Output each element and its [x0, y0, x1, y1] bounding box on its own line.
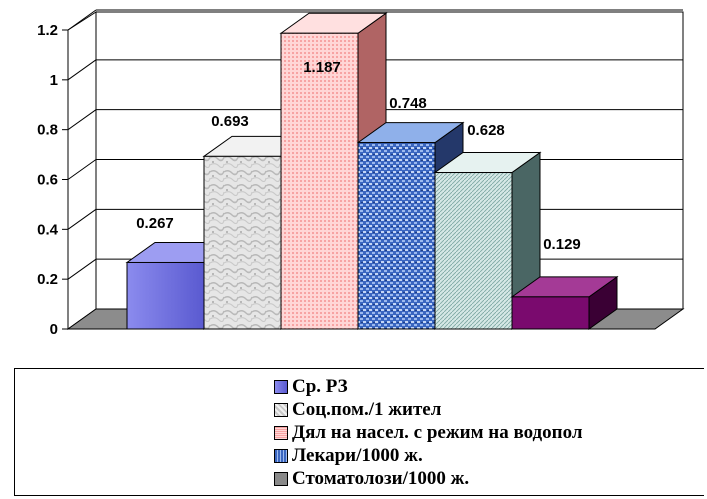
- gridline-left-wall: [67, 109, 97, 131]
- y-tick-label: 1.2: [37, 22, 58, 39]
- bar-front: [280, 32, 359, 330]
- y-tick-label: 1: [50, 72, 58, 89]
- legend-label: Ср. РЗ: [292, 376, 348, 397]
- legend-label: Лекари/1000 ж.: [292, 445, 423, 466]
- gridline-left-wall: [67, 9, 97, 31]
- data-label: 0.628: [467, 122, 505, 139]
- gridlines: [67, 9, 683, 280]
- data-label: 1.187: [303, 59, 341, 76]
- y-axis-ticks: 0 0.2 0.4 0.6 0.8 1 1.2: [37, 22, 68, 338]
- y-tick-label: 0.4: [37, 221, 59, 238]
- gridline-left-wall: [67, 159, 97, 180]
- data-label: 0.693: [211, 113, 249, 130]
- legend-swatch: [274, 379, 288, 394]
- legend-label: Дял на насел. с режим на водопол: [292, 422, 583, 443]
- bar: [510, 275, 619, 330]
- y-tick-label: 0.2: [37, 271, 58, 288]
- legend-item: Ср. РЗ: [274, 375, 583, 398]
- legend-swatch: [274, 448, 288, 463]
- bar-front: [434, 172, 513, 330]
- bar-front: [357, 142, 436, 330]
- gridline-left-wall: [67, 258, 97, 280]
- y-tick-label: 0: [50, 321, 58, 338]
- legend-item: Лекари/1000 ж.: [274, 444, 583, 467]
- y-tick-label: 0.6: [37, 172, 58, 189]
- bar-front: [126, 261, 205, 330]
- legend-item: Стоматолози/1000 ж.: [274, 467, 583, 490]
- plot-left-wall: [67, 11, 97, 330]
- bar-chart: 00.20.40.60.811.2 0.2670.6931.1870.7480.…: [37, 9, 685, 338]
- legend-list: Ср. РЗ Соц.пом./1 жител Дял на насел. с ре…: [274, 375, 583, 490]
- gridline-left-wall: [67, 208, 97, 230]
- legend-swatch: [274, 402, 288, 417]
- bar-front: [203, 155, 282, 330]
- data-label: 0.129: [543, 236, 581, 253]
- legend-swatch: [274, 425, 288, 440]
- data-label: 0.267: [136, 215, 174, 232]
- gridline-left-wall: [67, 59, 97, 81]
- legend-label: Соц.пом./1 жител: [292, 399, 442, 420]
- legend-swatch: [274, 471, 288, 486]
- legend-label: Стоматолози/1000 ж.: [292, 468, 470, 489]
- data-labels: 0.267 0.693 1.187 0.748 0.628 0.129: [136, 59, 581, 253]
- data-label: 0.748: [389, 95, 427, 112]
- legend: Ср. РЗ Соц.пом./1 жител Дял на насел. с ре…: [14, 368, 704, 496]
- legend-item: Соц.пом./1 жител: [274, 398, 583, 421]
- y-tick-label: 0.8: [37, 122, 58, 139]
- legend-item: Дял на насел. с режим на водопол: [274, 421, 583, 444]
- bar-front: [511, 296, 590, 330]
- bars: [125, 12, 619, 330]
